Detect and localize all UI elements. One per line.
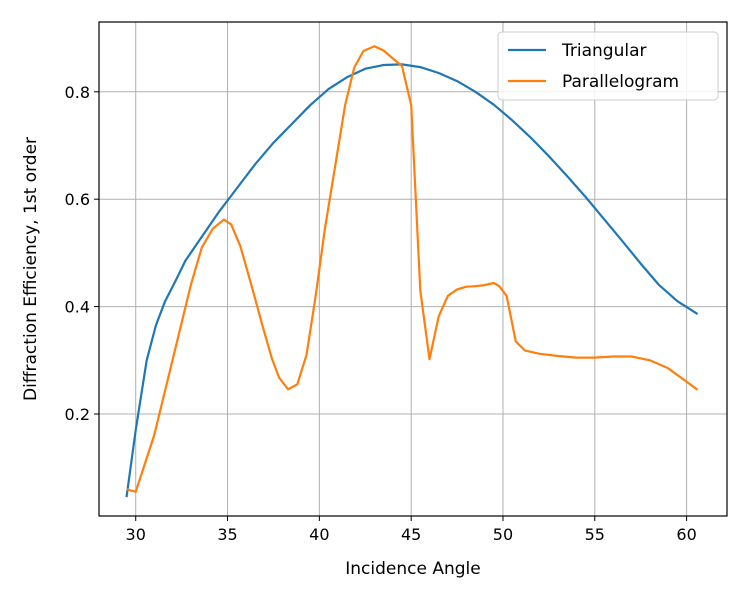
x-tick-label: 30 bbox=[126, 525, 146, 544]
legend-label: Triangular bbox=[561, 41, 647, 61]
x-tick-label: 35 bbox=[217, 525, 237, 544]
plot-frame bbox=[98, 21, 728, 517]
legend: Triangular Parallelogram bbox=[497, 31, 719, 101]
series-line-parallelogram bbox=[126, 45, 699, 493]
x-tick-label: 40 bbox=[309, 525, 329, 544]
series-line-triangular bbox=[125, 63, 699, 498]
x-tick-label: 50 bbox=[493, 525, 513, 544]
x-tick-label: 55 bbox=[585, 525, 605, 544]
y-axis-label: Diffraction Efficiency, 1st order bbox=[21, 137, 41, 401]
x-axis: 30 35 40 45 50 55 60 bbox=[126, 516, 697, 544]
series-layer bbox=[125, 45, 699, 498]
y-axis: 0.2 0.4 0.6 0.8 bbox=[65, 83, 99, 424]
legend-box bbox=[497, 31, 719, 101]
x-tick-label: 45 bbox=[401, 525, 421, 544]
x-axis-label: Incidence Angle bbox=[345, 559, 480, 579]
x-tick-label: 60 bbox=[676, 525, 696, 544]
y-tick-label: 0.2 bbox=[65, 405, 90, 424]
y-tick-label: 0.6 bbox=[65, 190, 90, 209]
y-tick-label: 0.8 bbox=[65, 83, 90, 102]
y-tick-label: 0.4 bbox=[65, 298, 90, 317]
legend-label: Parallelogram bbox=[562, 72, 679, 92]
